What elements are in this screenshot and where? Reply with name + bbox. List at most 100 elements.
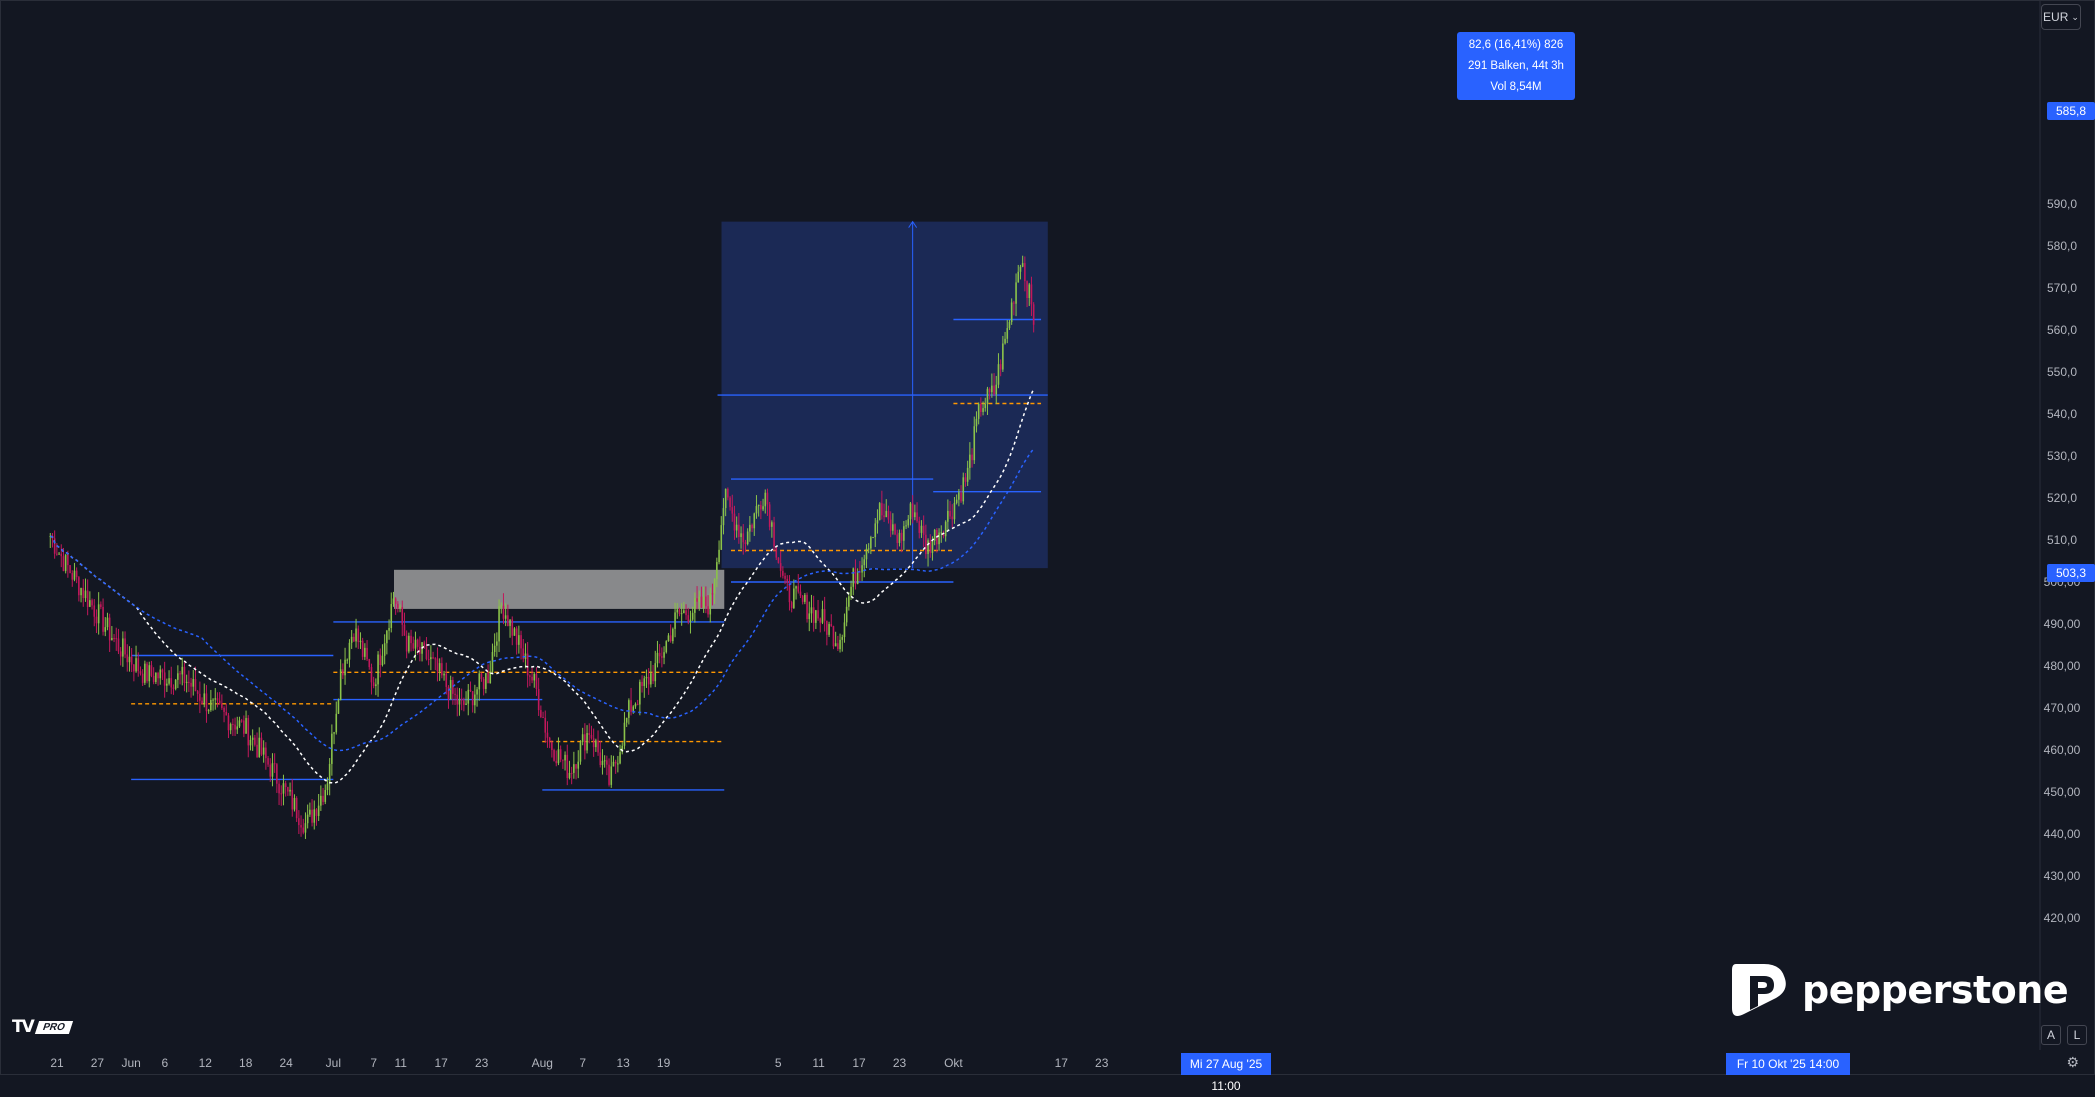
candle-body xyxy=(780,563,782,571)
candle-body xyxy=(630,700,632,712)
candle-body xyxy=(102,607,104,632)
price-scale-label: 560,0 xyxy=(2047,323,2077,337)
candle-body xyxy=(646,677,648,678)
candle-body xyxy=(74,571,76,580)
candle-body xyxy=(949,511,951,517)
candle-body xyxy=(388,628,390,631)
candle-body xyxy=(610,766,612,784)
candle-body xyxy=(958,492,960,499)
candle-body xyxy=(85,591,87,599)
candle-body xyxy=(870,537,872,548)
candle-body xyxy=(639,682,641,705)
candle-body xyxy=(195,679,197,691)
candle-body xyxy=(668,635,670,641)
log-scale-button[interactable]: L xyxy=(2067,1025,2087,1045)
candle-body xyxy=(896,534,898,543)
candle-body xyxy=(960,492,962,501)
candle-body xyxy=(137,658,139,671)
candle-body xyxy=(758,505,760,506)
candle-body xyxy=(481,673,483,679)
gear-icon[interactable]: ⚙ xyxy=(2066,1054,2079,1071)
candle-body xyxy=(313,809,315,822)
candle-body xyxy=(740,533,742,537)
candle-body xyxy=(712,593,714,594)
candle-body xyxy=(276,764,278,783)
candle-body xyxy=(923,526,925,535)
candle-body xyxy=(980,404,982,412)
candle-body xyxy=(393,598,395,604)
candle-body xyxy=(135,658,137,671)
candle-body xyxy=(852,568,854,586)
candle-body xyxy=(199,694,201,701)
candle-body xyxy=(584,734,586,750)
candle-body xyxy=(687,615,689,622)
candle-body xyxy=(899,533,901,543)
candle-body xyxy=(492,652,494,672)
candle-body xyxy=(916,512,918,521)
candle-body xyxy=(736,525,738,531)
candle-body xyxy=(430,657,432,659)
candle-body xyxy=(1009,322,1011,328)
auto-scale-button[interactable]: A xyxy=(2041,1025,2061,1045)
candle-body xyxy=(894,524,896,534)
candle-body xyxy=(797,586,799,591)
candle-body xyxy=(738,525,740,537)
candle-body xyxy=(643,678,645,686)
candle-body xyxy=(445,674,447,687)
candle-body xyxy=(727,489,729,498)
candle-body xyxy=(967,468,969,482)
candle-body xyxy=(318,806,320,816)
candle-body xyxy=(78,577,80,595)
tradingview-logo: TV PRO xyxy=(12,1017,70,1037)
candle-body xyxy=(1026,281,1028,298)
candle-body xyxy=(547,733,549,738)
candle-body xyxy=(1028,284,1030,298)
candle-body xyxy=(320,796,322,806)
pepperstone-mark-icon xyxy=(1728,958,1792,1022)
candle-body xyxy=(340,669,342,700)
time-axis-label: 19 xyxy=(657,1056,671,1070)
candle-body xyxy=(467,690,469,704)
candle-body xyxy=(989,389,991,392)
candle-body xyxy=(696,598,698,601)
time-axis-label: 23 xyxy=(1095,1056,1109,1070)
price-scale-label: 530,0 xyxy=(2047,449,2077,463)
candle-body xyxy=(969,455,971,468)
time-axis-label: Okt xyxy=(944,1056,963,1070)
candle-body xyxy=(342,669,344,675)
candle-body xyxy=(714,579,716,594)
time-axis-label: 7 xyxy=(579,1056,586,1070)
candle-body xyxy=(1031,284,1033,304)
candle-body xyxy=(516,628,518,644)
price-chart[interactable]: 590,0580,0570,0560,0550,0540,0530,0520,0… xyxy=(0,0,2095,1075)
candle-body xyxy=(476,689,478,694)
candle-body xyxy=(296,798,298,818)
candle-body xyxy=(166,684,168,686)
candle-body xyxy=(883,515,885,517)
currency-button[interactable]: EUR ⌄ xyxy=(2041,4,2081,30)
candle-body xyxy=(100,604,102,607)
candle-body xyxy=(379,655,381,666)
candle-body xyxy=(175,680,177,689)
candle-body xyxy=(274,763,276,764)
candle-body xyxy=(254,738,256,745)
candle-body xyxy=(591,735,593,738)
price-tag-low: 503,3 xyxy=(2047,564,2095,582)
candle-body xyxy=(527,654,529,676)
candle-body xyxy=(885,511,887,517)
candle-body xyxy=(192,679,194,687)
candle-body xyxy=(181,667,183,675)
candle-body xyxy=(676,609,678,612)
price-scale-label: 420,00 xyxy=(2044,911,2081,925)
candle-body xyxy=(910,503,912,519)
candle-body xyxy=(571,773,573,774)
candle-body xyxy=(186,682,188,683)
candle-body xyxy=(690,620,692,622)
candle-body xyxy=(395,598,397,603)
candle-body xyxy=(795,586,797,588)
candle-body xyxy=(302,828,304,833)
candle-body xyxy=(549,738,551,743)
candle-body xyxy=(608,765,610,785)
candle-body xyxy=(938,533,940,545)
candle-body xyxy=(1006,328,1008,339)
